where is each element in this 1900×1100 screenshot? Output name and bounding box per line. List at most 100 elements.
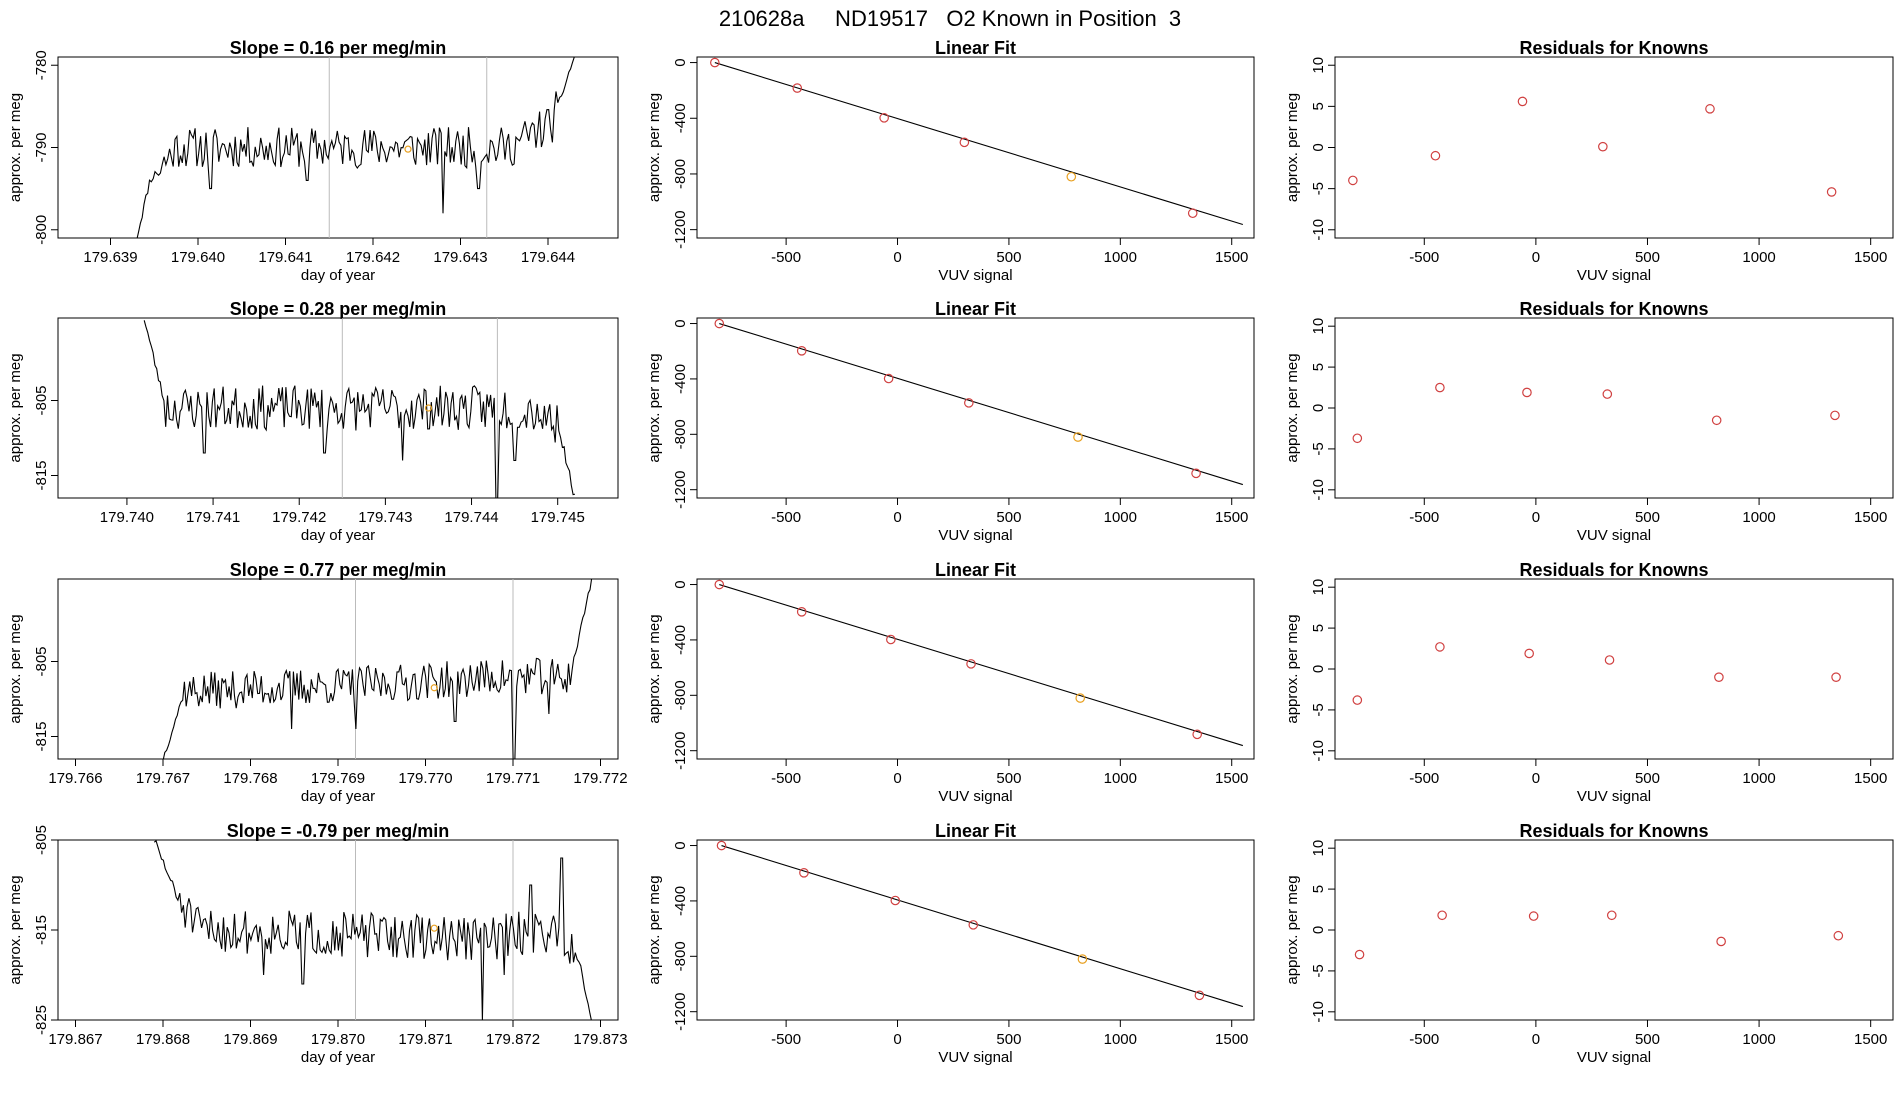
x-tick-label: 1000 [1742, 1031, 1775, 1048]
x-tick-label: 500 [1635, 770, 1660, 787]
fit-point [716, 840, 727, 851]
x-tick-label: 500 [996, 249, 1021, 266]
y-tick-label: -5 [1310, 964, 1327, 977]
x-tick-label: 179.639 [83, 249, 137, 266]
x-tick-label: 0 [1532, 509, 1540, 526]
figure-title: 210628a ND19517 O2 Known in Position 3 [719, 6, 1181, 31]
y-tick-label: 0 [1310, 404, 1327, 412]
data-trace [153, 840, 592, 1020]
y-tick-label: 10 [1310, 579, 1327, 596]
y-axis: 0 -400 -800 -1200 [672, 580, 697, 770]
fit-point [879, 113, 889, 123]
y-tick-label: -805 [33, 825, 50, 855]
y-tick-label: -10 [1310, 740, 1327, 762]
y-tick-label: 10 [1310, 57, 1327, 74]
plot-area [1352, 382, 1840, 444]
residual-point [1705, 104, 1715, 114]
residual-point [1517, 96, 1528, 107]
residual-point [1352, 695, 1363, 705]
plot-frame [696, 839, 1255, 1021]
x-axis: -500 0 500 1000 1500 [1409, 238, 1887, 266]
y-tick-label: -805 [33, 646, 50, 676]
x-tick-label: -500 [771, 1031, 801, 1048]
panel-fit-4: Linear Fit -500 0 500 1000 1500 VUV signal 0 -40… [646, 821, 1255, 1066]
plot-area [710, 57, 1244, 226]
x-tick-label: 500 [1635, 509, 1660, 526]
panel-trace-2: Slope = 0.28 per meg/min 179.740 179.741 17… [7, 299, 619, 544]
plot-frame [1334, 839, 1894, 1021]
x-tick-label: 1000 [1742, 249, 1775, 266]
fit-point [1192, 729, 1202, 740]
y-tick-label: -800 [672, 680, 689, 710]
y-tick-label: -780 [33, 50, 50, 80]
plot-area [714, 579, 1244, 747]
panel-title: Slope = 0.28 per meg/min [230, 299, 447, 319]
x-tick-label: 179.873 [573, 1031, 627, 1048]
plot-area [153, 840, 592, 1020]
y-axis: 0 -400 -800 -1200 [672, 58, 697, 249]
x-axis-label: VUV signal [1577, 788, 1651, 805]
panel-res-1: Residuals for Knowns -500 0 500 1000 1500 VUV … [1284, 38, 1894, 284]
plot-area [143, 318, 576, 498]
fit-point [796, 607, 807, 617]
x-axis: -500 0 500 1000 1500 [1409, 759, 1887, 787]
plot-frame [1334, 56, 1894, 239]
x-tick-label: 500 [996, 770, 1021, 787]
fit-point [796, 346, 807, 356]
residual-point [1833, 930, 1844, 941]
y-tick-label: 5 [1310, 102, 1327, 110]
fit-point [886, 634, 896, 645]
x-tick-label: 500 [996, 1031, 1021, 1048]
x-axis-label: VUV signal [938, 527, 1012, 544]
plot-frame [57, 56, 619, 239]
fit-point [710, 57, 720, 68]
highlight-point [424, 404, 433, 412]
y-tick-label: -400 [672, 886, 689, 916]
highlight-point [404, 145, 412, 153]
y-axis-label: approx. per meg [1284, 93, 1301, 202]
x-tick-label: 179.768 [223, 770, 277, 787]
x-axis: 179.867 179.868 179.869 179.870 179.871 179.8… [48, 1020, 628, 1048]
x-tick-label: -500 [771, 249, 801, 266]
x-tick-label: 1500 [1215, 249, 1248, 266]
panel-fit-2: Linear Fit -500 0 500 1000 1500 VUV signal 0 -40… [646, 299, 1255, 544]
fit-point [1187, 208, 1198, 219]
x-tick-label: 179.867 [48, 1031, 102, 1048]
fit-point [1194, 990, 1205, 1001]
y-tick-label: -1200 [672, 471, 689, 509]
panel-title: Slope = 0.16 per meg/min [230, 38, 447, 58]
residual-point [1354, 949, 1365, 960]
y-axis-label: approx. per meg [646, 93, 663, 202]
x-tick-label: 179.772 [573, 770, 627, 787]
x-tick-label: -500 [1409, 249, 1439, 266]
x-tick-label: 179.643 [433, 249, 487, 266]
x-tick-label: 179.766 [48, 770, 102, 787]
x-tick-label: 179.644 [521, 249, 575, 266]
plot-frame [1334, 317, 1894, 499]
panel-title: Linear Fit [935, 560, 1016, 580]
y-tick-label: 5 [1310, 624, 1327, 632]
y-axis-label: approx. per meg [646, 614, 663, 723]
residual-point [1602, 389, 1613, 399]
y-tick-label: -5 [1310, 703, 1327, 716]
x-tick-label: 500 [1635, 1031, 1660, 1048]
x-tick-label: 0 [893, 1031, 901, 1048]
x-axis: -500 0 500 1000 1500 [771, 1020, 1248, 1048]
y-tick-label: -815 [33, 460, 50, 490]
plot-frame [57, 317, 619, 499]
x-tick-label: 179.741 [186, 509, 240, 526]
x-axis: 179.740 179.741 179.742 179.743 179.744 179.7… [100, 498, 585, 526]
x-axis: 179.766 179.767 179.768 179.769 179.770 179.7… [48, 759, 628, 787]
y-tick-label: -800 [672, 941, 689, 971]
y-tick-label: 0 [672, 580, 689, 588]
x-axis: -500 0 500 1000 1500 [1409, 1020, 1887, 1048]
x-tick-label: 179.642 [346, 249, 400, 266]
y-tick-label: -5 [1310, 182, 1327, 195]
y-tick-label: -800 [672, 159, 689, 189]
y-axis: -815 -805 [33, 385, 58, 491]
panel-res-2: Residuals for Knowns -500 0 500 1000 1500 VUV … [1284, 299, 1894, 544]
y-tick-label: 0 [1310, 665, 1327, 673]
x-tick-label: 179.640 [171, 249, 225, 266]
fit-line [721, 845, 1244, 1008]
